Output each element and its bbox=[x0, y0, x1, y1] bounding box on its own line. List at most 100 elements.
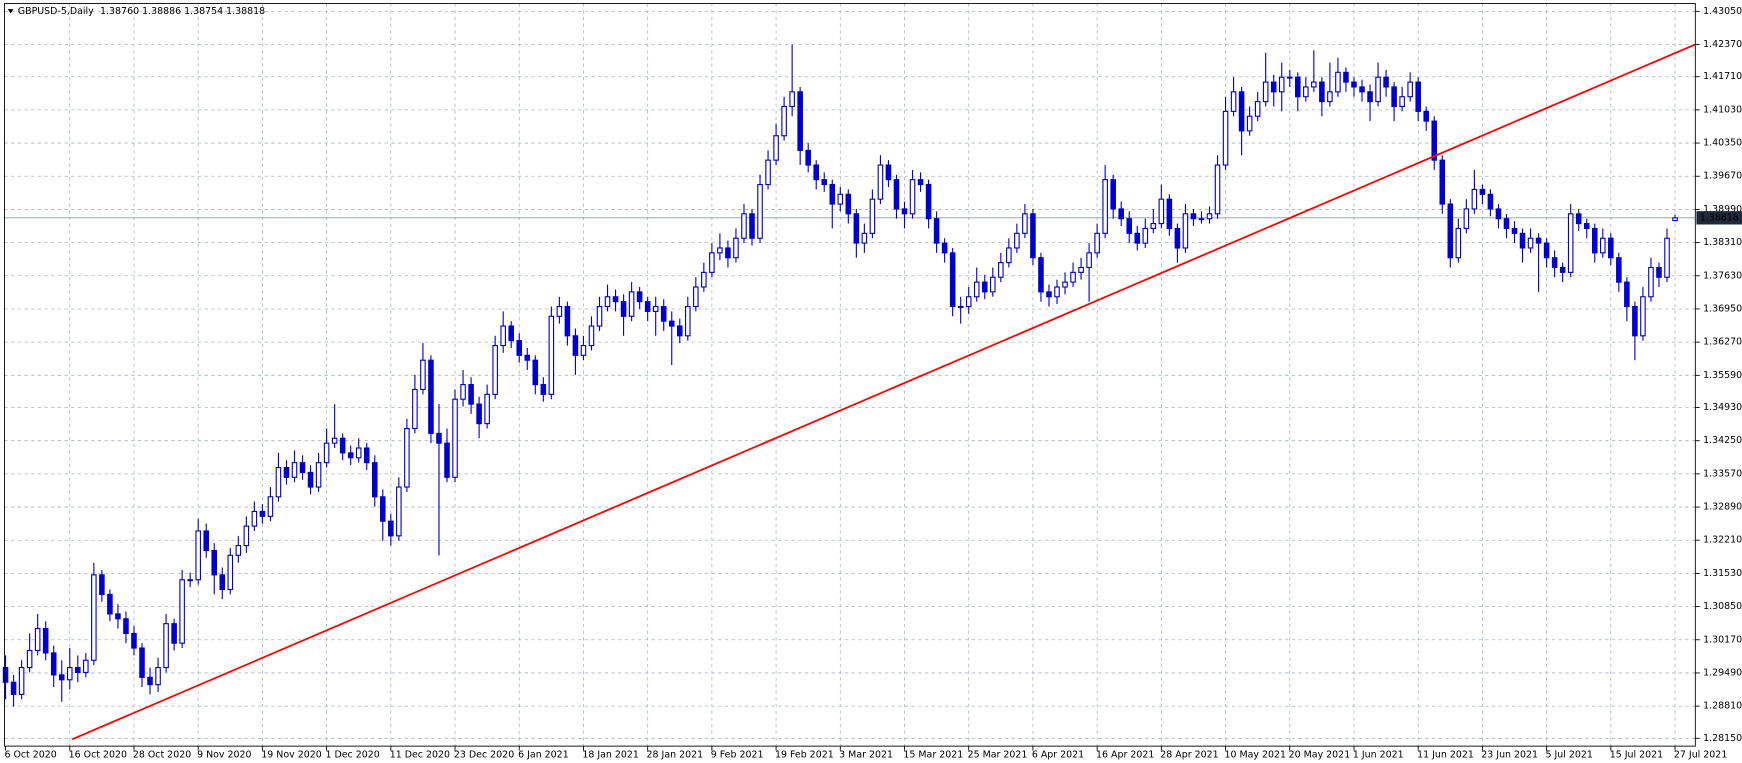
candle-body bbox=[540, 384, 547, 395]
candle-body bbox=[990, 276, 996, 293]
candle-body bbox=[1319, 81, 1325, 103]
y-tick-label: 1.37630 bbox=[1703, 270, 1742, 281]
menu-arrow[interactable] bbox=[7, 9, 14, 14]
candle-body bbox=[1286, 76, 1293, 79]
candle-body bbox=[1278, 76, 1285, 93]
candle-body bbox=[1198, 218, 1205, 221]
candle-body bbox=[371, 462, 378, 498]
candle-body bbox=[1222, 110, 1229, 166]
candle-body bbox=[668, 320, 675, 327]
candle-body bbox=[99, 574, 105, 595]
candle-body bbox=[709, 252, 715, 273]
candle-body bbox=[1608, 237, 1614, 259]
candle-body bbox=[1190, 213, 1197, 220]
marks bbox=[2, 44, 1696, 707]
y-tick-label: 1.32210 bbox=[1703, 535, 1742, 546]
candle-body bbox=[203, 530, 209, 552]
candle-body bbox=[460, 384, 466, 400]
plot-frame bbox=[4, 3, 1696, 747]
candle-body bbox=[1014, 232, 1020, 249]
candle-body bbox=[757, 183, 763, 239]
candle-body bbox=[484, 393, 490, 425]
axes: 1.43050 1.42370 1.41710 1.41030 1.40350 1.396… bbox=[4, 6, 1742, 761]
candle-body bbox=[1559, 266, 1566, 273]
trendline bbox=[71, 43, 1696, 741]
candle-body bbox=[949, 252, 956, 308]
quote: 1.38760 1.38886 1.38754 1.38818 bbox=[100, 6, 265, 17]
candle-body bbox=[42, 627, 49, 654]
candle-body bbox=[1270, 81, 1277, 93]
candle-body bbox=[339, 437, 346, 454]
candle-body bbox=[211, 549, 218, 576]
candle-body bbox=[1086, 252, 1092, 269]
y-tick-label: 1.35590 bbox=[1703, 370, 1742, 381]
candle-body bbox=[1624, 281, 1630, 308]
candle-body bbox=[243, 525, 250, 547]
candle-body bbox=[877, 164, 884, 200]
y-tick-label: 1.41710 bbox=[1703, 71, 1742, 82]
candle-body bbox=[741, 213, 747, 239]
candle-body bbox=[1054, 286, 1060, 298]
candle-body bbox=[1022, 213, 1028, 234]
candle-body bbox=[1102, 179, 1108, 234]
y-tick-label: 1.34250 bbox=[1703, 435, 1742, 446]
candle-body bbox=[1648, 266, 1654, 298]
candle-body bbox=[444, 442, 450, 478]
candle-body bbox=[701, 271, 707, 288]
candle-body bbox=[805, 149, 811, 166]
candle-body bbox=[1335, 71, 1341, 93]
candle-body bbox=[1527, 237, 1534, 249]
candle-body bbox=[1343, 71, 1349, 83]
candle-body bbox=[941, 242, 948, 254]
candle-body bbox=[981, 281, 988, 293]
candle-body bbox=[1519, 232, 1526, 249]
x-tick-label: 6 Jan 2021 bbox=[518, 750, 569, 761]
candle-body bbox=[853, 213, 860, 244]
candle-body bbox=[1375, 76, 1381, 103]
candle-body bbox=[195, 530, 201, 581]
candle-body bbox=[524, 354, 531, 361]
x-tick-label: 11 Dec 2020 bbox=[390, 750, 450, 761]
candle-body bbox=[1126, 218, 1133, 234]
y-tick-label: 1.42370 bbox=[1703, 39, 1742, 50]
candle-body bbox=[347, 452, 354, 459]
candle-body bbox=[436, 432, 442, 444]
x-tick-label: 23 Jun 2021 bbox=[1481, 750, 1538, 761]
candle-body bbox=[1616, 257, 1622, 283]
x-tick-label: 6 Apr 2021 bbox=[1032, 750, 1084, 761]
candle-body bbox=[1070, 271, 1076, 283]
price-label: 1.38818 bbox=[1700, 212, 1739, 223]
candle-body bbox=[1254, 101, 1261, 117]
candle-body bbox=[564, 305, 571, 337]
candle-body bbox=[965, 296, 972, 308]
candle-body bbox=[331, 437, 338, 444]
candle-body bbox=[1575, 213, 1582, 225]
candle-body bbox=[660, 305, 667, 322]
candle-body bbox=[1479, 188, 1486, 195]
x-tick-label: 15 Mar 2021 bbox=[903, 750, 963, 761]
candle-body bbox=[1391, 86, 1397, 108]
y-tick-label: 1.41030 bbox=[1703, 104, 1742, 115]
x-tick-label: 27 Jul 2021 bbox=[1674, 750, 1727, 761]
candle-body bbox=[869, 198, 876, 234]
candle-body bbox=[957, 305, 964, 308]
candle-body bbox=[1094, 232, 1100, 254]
candle-body bbox=[1062, 281, 1068, 288]
candle-body bbox=[468, 384, 474, 405]
candle-body bbox=[452, 398, 458, 478]
candle-body bbox=[973, 281, 980, 298]
x-tick-label: 28 Jan 2021 bbox=[647, 750, 704, 761]
candle-body bbox=[773, 135, 779, 161]
candle-body bbox=[476, 403, 482, 425]
candle-body bbox=[885, 164, 892, 181]
candle-body bbox=[1118, 208, 1124, 220]
candle-body bbox=[901, 208, 908, 215]
x-tick-label: 5 Jul 2021 bbox=[1545, 750, 1592, 761]
x-tick-label: 28 Apr 2021 bbox=[1160, 750, 1218, 761]
candle-body bbox=[1551, 257, 1558, 269]
candle-body bbox=[227, 554, 234, 591]
candle-body bbox=[1206, 213, 1213, 220]
x-tick-label: 6 Oct 2020 bbox=[4, 750, 56, 761]
